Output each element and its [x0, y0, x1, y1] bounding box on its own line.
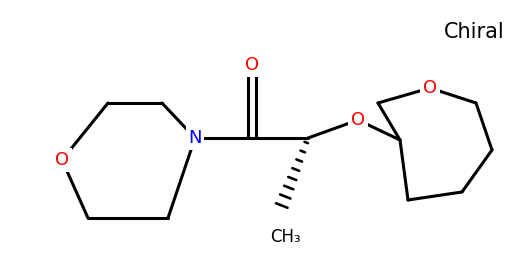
Text: O: O: [55, 151, 69, 169]
Text: O: O: [351, 111, 365, 129]
Text: O: O: [245, 56, 259, 74]
Text: Chiral: Chiral: [444, 22, 505, 42]
Text: O: O: [423, 79, 437, 97]
Text: CH₃: CH₃: [270, 228, 301, 246]
Text: N: N: [188, 129, 202, 147]
